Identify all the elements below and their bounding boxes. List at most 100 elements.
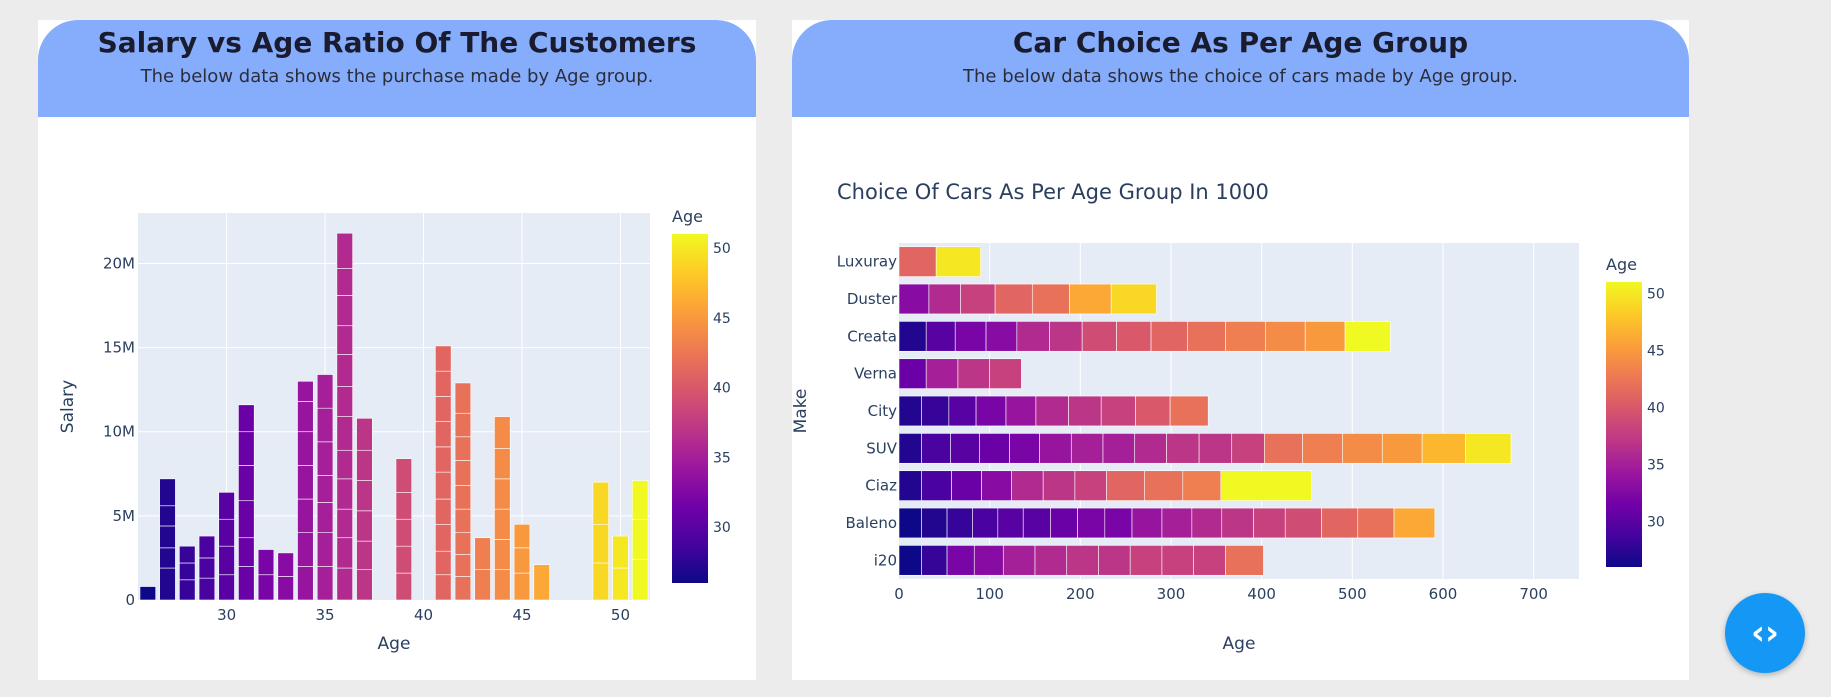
bar-segment: [592, 523, 609, 564]
bar-segment: [159, 525, 176, 549]
bar-segment: [898, 395, 922, 427]
bar-segment: [356, 449, 373, 481]
bar-segment: [454, 532, 472, 555]
bar-segment: [1465, 433, 1512, 464]
bar-segment: [494, 478, 511, 510]
colorbar-tick-label: 35: [1647, 457, 1665, 473]
bar-segment: [925, 358, 959, 389]
bar-segment: [1131, 507, 1163, 539]
bar-segment: [898, 507, 922, 539]
bar-segment: [454, 460, 472, 486]
bar-segment: [474, 569, 491, 601]
bar-segment: [972, 507, 999, 539]
x-tick-label: 300: [1157, 585, 1186, 603]
y-tick-label: 10M: [103, 423, 135, 441]
bar-segment: [277, 576, 294, 601]
bar-segment: [1253, 507, 1286, 539]
salary-age-chart[interactable]: 0 5M 10M 15M 20M 30 35 40 45 50 Age Salary Age 30 35 40…: [38, 117, 756, 680]
bar-segment: [179, 579, 196, 601]
bar-segment: [1381, 433, 1423, 464]
car-choice-card-header: Car Choice As Per Age Group The below da…: [792, 20, 1689, 117]
y-tick-label: SUV: [866, 439, 898, 457]
bar-segment: [1304, 321, 1346, 352]
bar-segment: [592, 481, 609, 525]
car-choice-chart[interactable]: Choice Of Cars As Per Age Group In 1000 0…: [792, 117, 1689, 680]
y-tick-label: Creata: [847, 327, 897, 345]
bar-segment: [950, 433, 980, 464]
bar-segment: [179, 562, 196, 581]
bar-segment: [1393, 507, 1436, 539]
bar-segment: [336, 232, 353, 269]
bar-segment: [1042, 470, 1076, 501]
bar-segment: [1022, 507, 1051, 539]
bar-segment: [356, 480, 373, 512]
bar-segment: [159, 567, 176, 601]
bar-segment: [1077, 507, 1106, 539]
bar-segment: [179, 545, 196, 564]
bar-segment: [454, 554, 472, 577]
bar-segment: [336, 325, 353, 355]
x-tick-label: 200: [1066, 585, 1095, 603]
bar-segment: [356, 417, 373, 451]
bar-segment: [997, 507, 1024, 539]
bar-segment: [257, 574, 275, 601]
bar-segment: [1166, 433, 1200, 464]
bar-segment: [1302, 433, 1343, 464]
bar-segment: [935, 246, 981, 277]
car-choice-card-subtitle: The below data shows the choice of cars …: [963, 66, 1518, 87]
bar-segment: [297, 401, 314, 433]
bar-segment: [336, 449, 353, 480]
colorbar-tick-label: 30: [1647, 514, 1665, 530]
x-tick-label: 600: [1429, 585, 1458, 603]
bar-segment: [297, 566, 314, 601]
salary-card-title: Salary vs Age Ratio Of The Customers: [97, 26, 697, 59]
bar-segment: [973, 545, 1004, 576]
y-tick-label: 0: [125, 591, 135, 609]
bar-segment: [898, 470, 922, 501]
bar-segment: [435, 345, 452, 372]
bar-segment: [513, 547, 531, 574]
bar-segment: [297, 380, 314, 402]
bar-segment: [1081, 321, 1117, 352]
bar-segment: [1002, 545, 1036, 576]
bar-segment: [1100, 395, 1136, 427]
bar-segment: [921, 470, 952, 501]
bar-segment: [1129, 545, 1163, 576]
bar-segment: [395, 458, 413, 493]
bar-segment: [238, 431, 255, 466]
bar-segment: [1321, 507, 1359, 539]
bar-segment: [1069, 283, 1112, 315]
salary-card: Salary vs Age Ratio Of The Customers The…: [38, 20, 756, 680]
y-tick-label: City: [868, 402, 898, 420]
bar-segment: [198, 535, 216, 559]
bar-segment: [1016, 321, 1050, 352]
bar-segment: [297, 532, 314, 567]
bar-segment: [946, 545, 975, 576]
bar-segment: [395, 545, 413, 574]
bar-segment: [159, 505, 176, 527]
salary-card-subtitle: The below data shows the purchase made b…: [140, 66, 654, 87]
bar-segment: [1357, 507, 1395, 539]
bar-segment: [454, 412, 472, 438]
bar-segment: [1034, 545, 1068, 576]
bar-segment: [612, 535, 629, 569]
bar-segment: [336, 295, 353, 327]
bar-segment: [981, 470, 1012, 501]
colorbar-tick-label: 30: [713, 520, 731, 536]
bar-segment: [994, 283, 1033, 315]
bar-segment: [238, 465, 255, 502]
salary-card-header: Salary vs Age Ratio Of The Customers The…: [38, 20, 756, 117]
bar-segment: [238, 537, 255, 567]
bar-segment: [1135, 395, 1171, 427]
y-axis-title: Salary: [58, 380, 78, 433]
bar-segment: [1035, 395, 1069, 427]
bar-segment: [898, 246, 937, 277]
bar-segment: [1161, 545, 1194, 576]
y-tick-label: i20: [874, 551, 897, 569]
y-tick-label: 5M: [113, 507, 136, 525]
bar-segment: [218, 574, 235, 601]
code-icon[interactable]: ‹›: [1725, 593, 1805, 673]
bar-segment: [921, 433, 951, 464]
bar-segment: [592, 562, 609, 601]
bar-segment: [336, 386, 353, 417]
